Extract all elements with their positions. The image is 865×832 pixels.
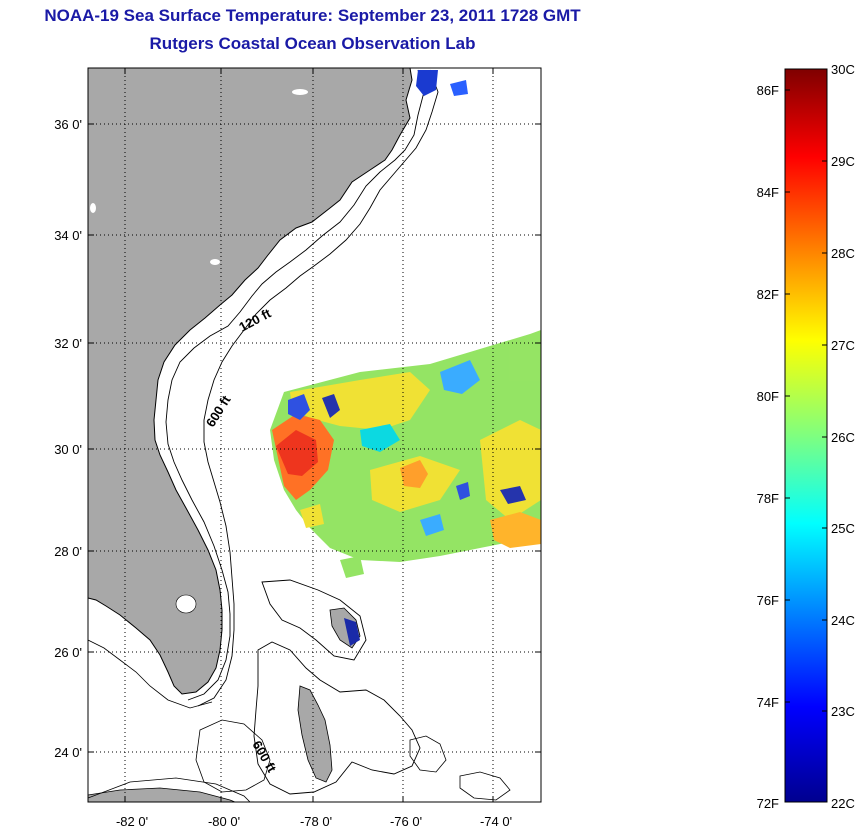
lon-tick-label: -78 0' xyxy=(300,814,332,829)
lat-tick-label: 30 0' xyxy=(54,442,82,457)
lat-tick-label: 24 0' xyxy=(54,745,82,760)
contour-600ft xyxy=(197,69,439,707)
sst-patch xyxy=(450,80,468,96)
colorbar-label-c: 27C xyxy=(831,338,855,353)
map-title: NOAA-19 Sea Surface Temperature: Septemb… xyxy=(44,6,581,25)
lon-tick-label: -80 0' xyxy=(208,814,240,829)
sst-patch xyxy=(416,70,438,96)
contour-bahamas xyxy=(261,579,367,661)
colorbar-label-c: 30C xyxy=(831,62,855,77)
contour-bahamas xyxy=(253,641,421,795)
lat-tick-label: 28 0' xyxy=(54,544,82,559)
lake-okeechobee xyxy=(175,594,197,614)
colorbar-label-f: 72F xyxy=(757,796,779,811)
colorbar-ticks-c xyxy=(822,160,827,712)
lon-tick-label: -74 0' xyxy=(480,814,512,829)
colorbar-gradient xyxy=(784,68,828,803)
lat-tick-label: 32 0' xyxy=(54,336,82,351)
lake-shape xyxy=(210,259,220,265)
colorbar-label-c: 24C xyxy=(831,613,855,628)
lon-tick-label: -82 0' xyxy=(116,814,148,829)
colorbar-label-f: 76F xyxy=(757,593,779,608)
lat-tick-label: 36 0' xyxy=(54,117,82,132)
contour-island xyxy=(409,735,447,773)
land-mainland xyxy=(88,68,413,695)
sst-swath xyxy=(270,330,541,578)
colorbar-label-f: 86F xyxy=(757,83,779,98)
colorbar-label-c: 29C xyxy=(831,154,855,169)
contour-island xyxy=(459,771,511,801)
colorbar-label-c: 25C xyxy=(831,521,855,536)
colorbar-label-c: 28C xyxy=(831,246,855,261)
land-bahamas xyxy=(297,685,333,783)
map-subtitle: Rutgers Coastal Ocean Observation Lab xyxy=(149,34,476,53)
contour-bahamas xyxy=(195,719,271,793)
lat-tick-label: 26 0' xyxy=(54,645,82,660)
colorbar-label-f: 74F xyxy=(757,695,779,710)
colorbar-label-c: 23C xyxy=(831,704,855,719)
lake-shape xyxy=(90,203,96,213)
sst-patch xyxy=(344,618,360,646)
colorbar-label-f: 78F xyxy=(757,491,779,506)
colorbar-label-f: 80F xyxy=(757,389,779,404)
lat-tick-label: 34 0' xyxy=(54,228,82,243)
colorbar-label-f: 84F xyxy=(757,185,779,200)
map-frame xyxy=(87,67,542,803)
colorbar-ticks-f xyxy=(785,89,790,703)
lake-shape xyxy=(292,89,308,95)
contour-cuba xyxy=(88,777,251,802)
contour-120ft xyxy=(165,69,425,701)
colorbar-label-c: 22C xyxy=(831,796,855,811)
lon-tick-label: -76 0' xyxy=(390,814,422,829)
colorbar-label-f: 82F xyxy=(757,287,779,302)
axis-ticks xyxy=(88,68,541,802)
colorbar-label-c: 26C xyxy=(831,430,855,445)
contour-florida-keys xyxy=(88,639,213,709)
